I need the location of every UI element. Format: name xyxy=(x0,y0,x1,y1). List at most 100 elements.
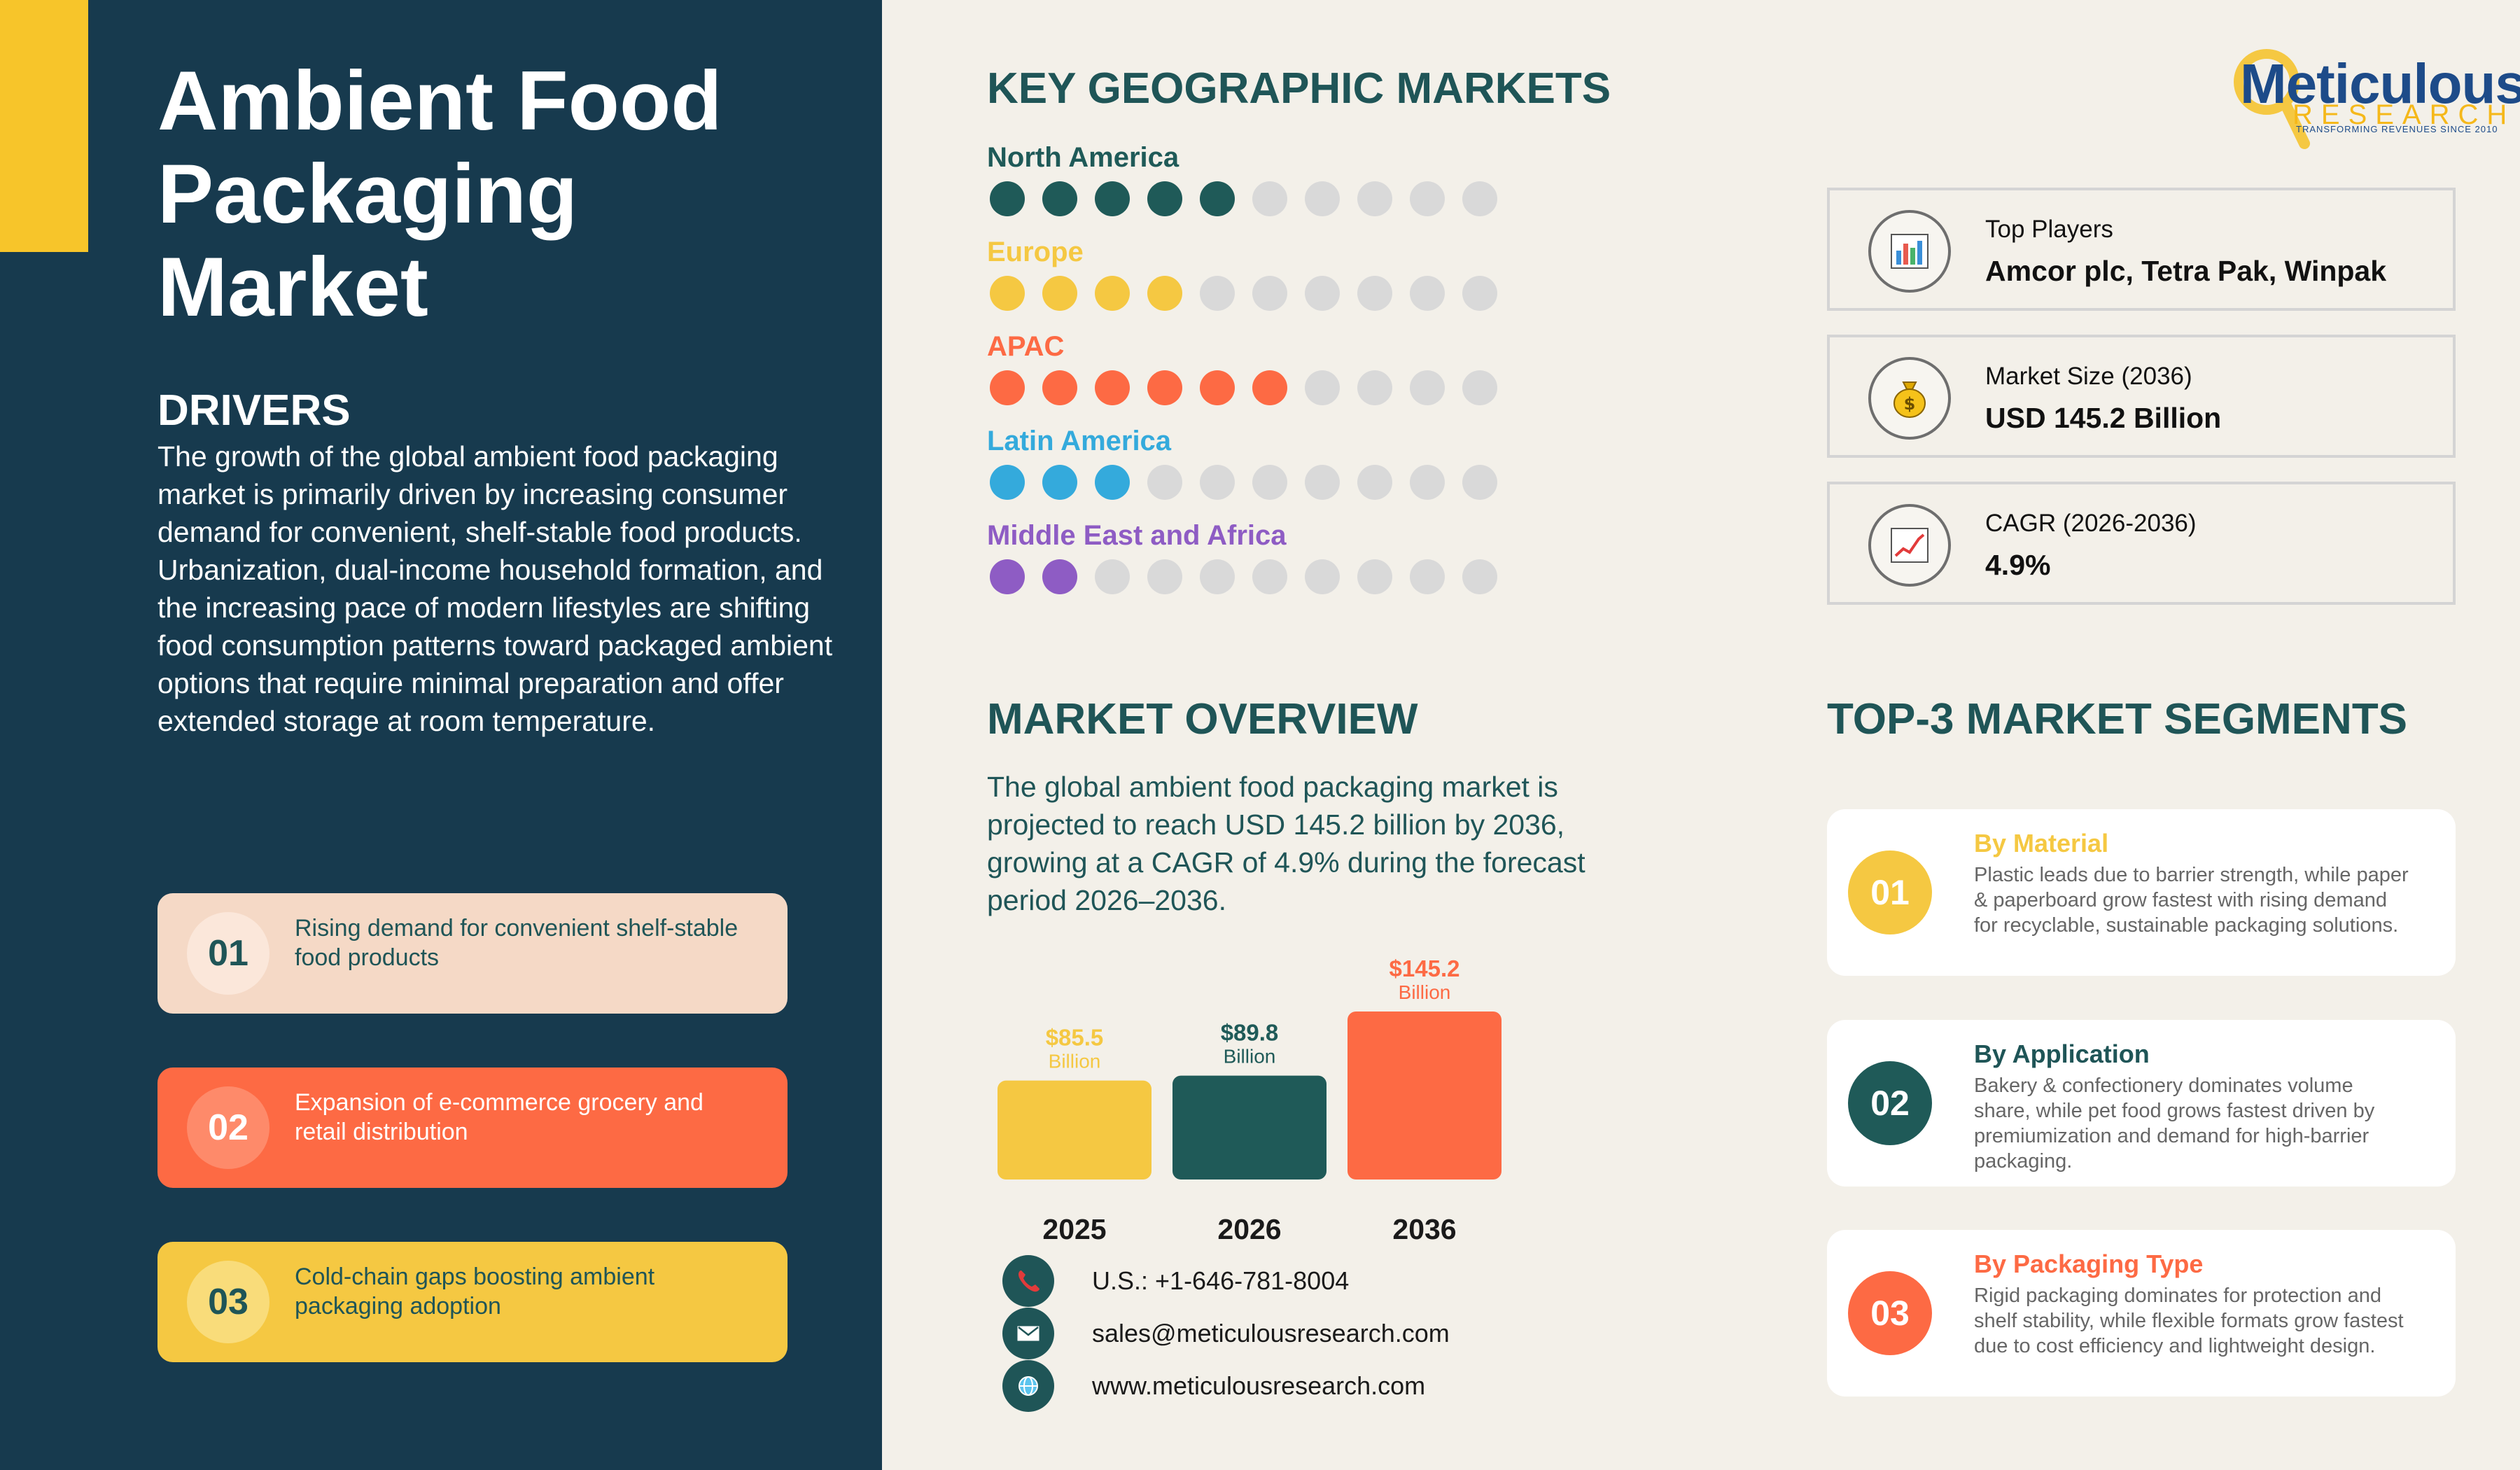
contact-email[interactable]: sales@meticulousresearch.com xyxy=(1002,1308,1450,1359)
bar-category-label: 2036 xyxy=(1392,1213,1456,1245)
dot-filled xyxy=(1147,276,1182,311)
stat-top-players: Top Players Amcor plc, Tetra Pak, Winpak xyxy=(1827,188,2456,311)
dot-empty xyxy=(1462,181,1497,216)
accent-bar xyxy=(0,0,88,252)
stat-icon-frame: $ xyxy=(1868,357,1951,440)
dot-empty xyxy=(1147,559,1182,594)
bar-category-label: 2025 xyxy=(1042,1213,1106,1245)
dot-empty xyxy=(1305,276,1340,311)
drivers-heading: DRIVERS xyxy=(158,386,351,435)
dot-empty xyxy=(1410,181,1445,216)
dot-filled xyxy=(990,465,1025,500)
dot-filled xyxy=(1042,370,1077,405)
dot-empty xyxy=(1410,370,1445,405)
dot-filled xyxy=(1042,276,1077,311)
dot-empty xyxy=(1410,465,1445,500)
segment-number: 01 xyxy=(1848,850,1932,934)
bar-unit-label: Billion xyxy=(1049,1051,1101,1072)
logo-wordmark: Meticulous xyxy=(2240,52,2520,115)
chart-bar xyxy=(1172,1075,1326,1180)
stat-value: USD 145.2 Billion xyxy=(1985,402,2222,434)
chart-bar xyxy=(997,1080,1152,1180)
market-size-bar-chart: $85.5Billion2025$89.8Billion2026$145.2Bi… xyxy=(997,955,1502,1245)
driver-card: 01 Rising demand for convenient shelf-st… xyxy=(158,893,788,1014)
segment-title: By Packaging Type xyxy=(1974,1250,2204,1278)
market-overview-title: MARKET OVERVIEW xyxy=(987,695,1418,743)
dot-filled xyxy=(990,276,1025,311)
logo-tagline: TRANSFORMING REVENUES SINCE 2010 xyxy=(2296,124,2498,134)
contact-email-text: sales@meticulousresearch.com xyxy=(1092,1319,1450,1348)
stat-value: 4.9% xyxy=(1985,549,2051,581)
dot-empty xyxy=(1305,370,1340,405)
bar-chart-icon xyxy=(1891,234,1928,269)
driver-text: Rising demand for convenient shelf-stabl… xyxy=(295,915,738,971)
dot-empty xyxy=(1462,465,1497,500)
dot-empty xyxy=(1410,276,1445,311)
driver-number: 03 xyxy=(187,1261,270,1343)
money-bag-icon: $ xyxy=(1893,382,1926,418)
segment-number: 02 xyxy=(1848,1061,1932,1145)
phone-icon xyxy=(1002,1255,1054,1307)
dot-empty xyxy=(1410,559,1445,594)
dot-empty xyxy=(1357,276,1392,311)
dot-empty xyxy=(1252,276,1287,311)
segment-title: By Application xyxy=(1974,1040,2150,1068)
dot-filled xyxy=(1147,370,1182,405)
svg-text:$: $ xyxy=(1904,394,1916,414)
segment-text: Plastic leads due to barrier strength, w… xyxy=(1974,864,2409,937)
dot-filled xyxy=(1252,370,1287,405)
segment-title: By Material xyxy=(1974,829,2109,858)
stat-label: CAGR (2026-2036) xyxy=(1985,510,2197,537)
segment-card: 02 By Application Bakery & confectionery… xyxy=(1827,1020,2456,1186)
dot-empty xyxy=(1095,559,1130,594)
drivers-description: The growth of the global ambient food pa… xyxy=(158,440,833,737)
title-line-2: Packaging xyxy=(158,147,578,241)
contact-website[interactable]: www.meticulousresearch.com xyxy=(1002,1360,1425,1412)
stat-icon-frame xyxy=(1868,210,1951,293)
dot-empty xyxy=(1462,276,1497,311)
driver-card: 03 Cold-chain gaps boosting ambient pack… xyxy=(158,1242,788,1362)
segment-text: Bakery & confectionery dominates volume … xyxy=(1974,1074,2375,1172)
driver-number: 01 xyxy=(187,912,270,995)
chart-bar xyxy=(1348,1011,1502,1180)
segment-card: 01 By Material Plastic leads due to barr… xyxy=(1827,809,2456,976)
stat-market-size: $ Market Size (2036) USD 145.2 Billion xyxy=(1827,335,2456,458)
logo-magnifier-icon xyxy=(2234,49,2310,149)
dot-filled xyxy=(1095,370,1130,405)
trend-chart-icon xyxy=(1891,528,1928,563)
dot-empty xyxy=(1200,465,1235,500)
contact-phone[interactable]: U.S.: +1-646-781-8004 xyxy=(1002,1255,1349,1307)
stat-cagr: CAGR (2026-2036) 4.9% xyxy=(1827,482,2456,605)
region-label: North America xyxy=(987,142,1180,173)
dot-empty xyxy=(1305,559,1340,594)
dot-filled xyxy=(990,181,1025,216)
dot-filled xyxy=(990,559,1025,594)
left-panel xyxy=(0,0,882,1470)
bar-value-label: $89.8 xyxy=(1221,1020,1279,1046)
driver-card: 02 Expansion of e-commerce grocery and r… xyxy=(158,1068,788,1188)
market-overview-text: The global ambient food packaging market… xyxy=(987,771,1586,916)
stat-label: Top Players xyxy=(1985,216,2113,243)
logo-subtitle: RESEARCH xyxy=(2292,99,2516,130)
driver-text: Cold-chain gaps boosting ambient packagi… xyxy=(295,1264,655,1320)
dot-empty xyxy=(1200,559,1235,594)
geo-markets-title: KEY GEOGRAPHIC MARKETS xyxy=(987,64,1611,113)
bar-category-label: 2026 xyxy=(1217,1213,1281,1245)
dot-empty xyxy=(1357,559,1392,594)
dot-filled xyxy=(1147,181,1182,216)
region-label: Europe xyxy=(987,237,1084,267)
contact-phone-text: U.S.: +1-646-781-8004 xyxy=(1092,1266,1350,1295)
bar-unit-label: Billion xyxy=(1399,981,1451,1003)
dot-filled xyxy=(1042,559,1077,594)
dot-filled xyxy=(1200,181,1235,216)
globe-icon xyxy=(1002,1360,1054,1412)
title-line-1: Ambient Food xyxy=(158,54,722,148)
driver-text: Expansion of e-commerce grocery and reta… xyxy=(295,1089,704,1145)
dot-empty xyxy=(1147,465,1182,500)
segment-number: 03 xyxy=(1848,1271,1932,1355)
page-title: Ambient Food Packaging Market xyxy=(158,55,858,334)
driver-number: 02 xyxy=(187,1086,270,1169)
segments-title: TOP-3 MARKET SEGMENTS xyxy=(1827,695,2408,743)
bar-value-label: $85.5 xyxy=(1046,1025,1104,1051)
segment-text: Rigid packaging dominates for protection… xyxy=(1974,1284,2404,1357)
